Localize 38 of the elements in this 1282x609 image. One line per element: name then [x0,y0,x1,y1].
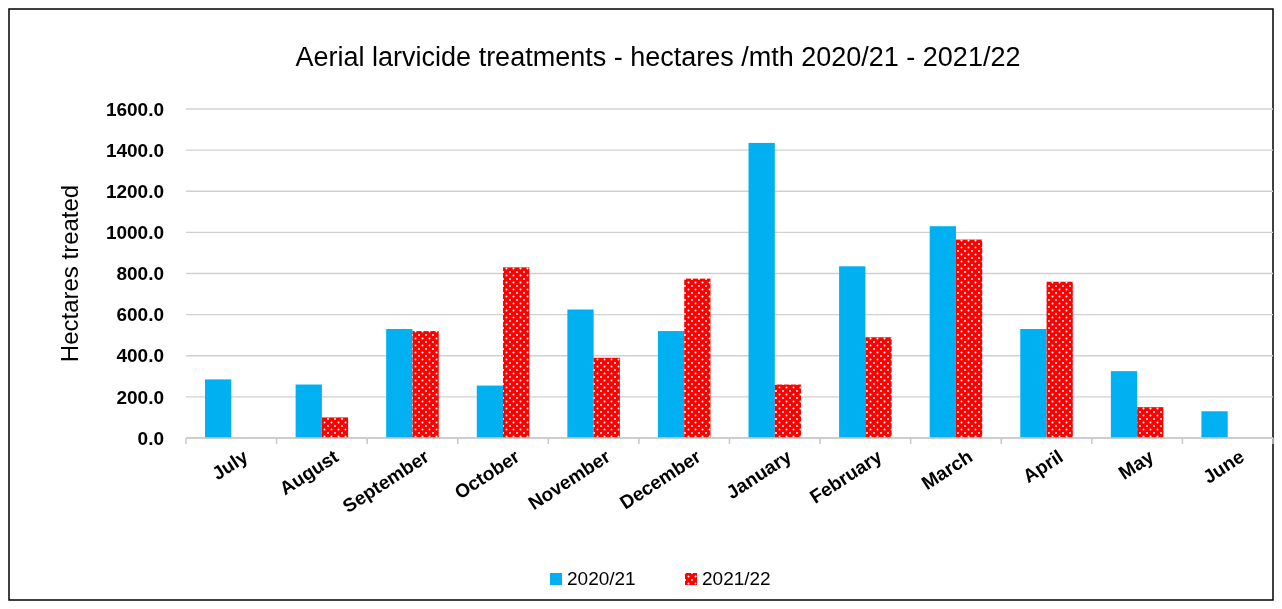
bar [412,331,439,438]
bar [295,384,322,438]
bar [476,385,504,438]
y-tick-label: 400.0 [116,345,164,367]
legend-label: 2020/21 [567,568,636,589]
bar [1110,371,1138,438]
bar [567,309,594,438]
bar [748,142,775,438]
legend-label: 2021/22 [702,568,771,589]
bar [593,357,620,438]
chart-title: Aerial larvicide treatments - hectares /mth 2020/21 - 2021/22 [295,42,1021,72]
y-tick-label: 0.0 [137,427,164,449]
bar [1046,281,1073,438]
x-tick-label: July [208,445,252,485]
bar [774,384,802,438]
bar [1137,407,1164,438]
bar [684,278,711,438]
bar [1020,329,1047,438]
y-tick-label: 200.0 [116,386,164,408]
bar [503,267,530,438]
y-tick-label: 1600.0 [105,98,164,120]
bar [321,417,349,438]
bar [657,331,685,438]
bar [839,266,866,438]
bar [386,329,413,438]
y-tick-label: 800.0 [116,263,164,285]
y-tick-label: 600.0 [116,304,164,326]
x-tick-label: May [1114,445,1158,484]
y-tick-label: 1000.0 [105,222,164,244]
bar [1201,411,1228,438]
y-tick-label: 1200.0 [105,180,164,202]
y-tick-label: 1400.0 [105,139,164,161]
bar [865,337,892,438]
bar [955,239,983,438]
bar [929,226,956,438]
y-axis-title: Hectares treated [56,184,83,363]
x-tick-label: June [1199,445,1248,488]
bar [205,379,232,438]
